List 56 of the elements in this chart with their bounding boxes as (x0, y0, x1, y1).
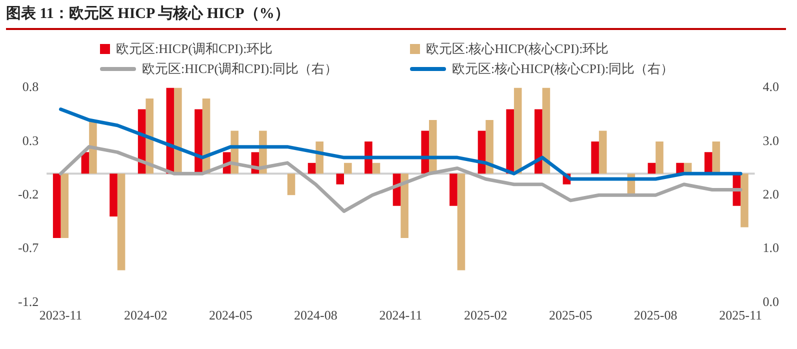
bar (712, 141, 720, 174)
x-tick-label: 2025-05 (548, 308, 592, 323)
bar (514, 88, 522, 174)
bar (534, 109, 542, 174)
bar (542, 88, 550, 174)
bar (308, 162, 316, 174)
legend-label: 欧元区:核心HICP(核心CPI):同比（右） (452, 60, 674, 78)
y-tick-label: -1.2 (18, 294, 39, 309)
x-tick-label: 2024-08 (294, 308, 338, 323)
bar (336, 174, 344, 184)
y2-tick-label: 0.0 (762, 294, 779, 309)
y2-tick-label: 4.0 (762, 79, 779, 94)
y-tick-label: -0.2 (18, 186, 39, 202)
bar (421, 130, 429, 174)
legend-label: 欧元区:核心HICP(核心CPI):环比 (426, 40, 609, 58)
x-tick-label: 2025-11 (719, 308, 762, 323)
legend-label: 欧元区:HICP(调和CPI):同比（右） (142, 60, 338, 78)
bar (344, 162, 352, 174)
legend-label: 欧元区:HICP(调和CPI):环比 (116, 40, 273, 58)
bar (428, 120, 437, 174)
bar (60, 174, 69, 238)
bar (506, 109, 514, 174)
bar (457, 174, 466, 270)
bar (400, 174, 408, 238)
y2-tick-label: 3.0 (762, 132, 779, 148)
bar (676, 162, 684, 174)
x-tick-label: 2024-05 (209, 308, 252, 323)
bar (146, 98, 154, 174)
bar (117, 174, 126, 270)
bar (287, 174, 296, 196)
x-tick-label: 2024-02 (124, 308, 168, 323)
y-tick-label: -0.7 (18, 240, 40, 256)
bar (81, 152, 90, 174)
bar (110, 174, 118, 217)
bar (704, 152, 712, 174)
bar (648, 162, 656, 174)
bar (598, 130, 607, 174)
bar (656, 141, 664, 174)
chart-title: 图表 11：欧元区 HICP 与核心 HICP（%） (6, 4, 786, 30)
bar (591, 141, 599, 174)
bar (486, 120, 494, 174)
y2-tick-label: 1.0 (762, 240, 779, 256)
bar (174, 88, 182, 174)
bar (194, 109, 202, 174)
bar (372, 162, 380, 174)
x-tick-label: 2025-02 (464, 308, 508, 323)
bar (52, 174, 61, 238)
y2-tick-label: 2.0 (762, 186, 779, 202)
x-tick-label: 2024-11 (379, 308, 422, 323)
y-tick-label: 0.8 (22, 79, 39, 94)
bar (364, 141, 372, 174)
x-tick-label: 2023-11 (39, 308, 82, 323)
y-tick-label: 0.3 (22, 132, 39, 148)
x-tick-label: 2025-08 (634, 308, 678, 323)
bar (740, 174, 748, 228)
bar (450, 174, 458, 206)
